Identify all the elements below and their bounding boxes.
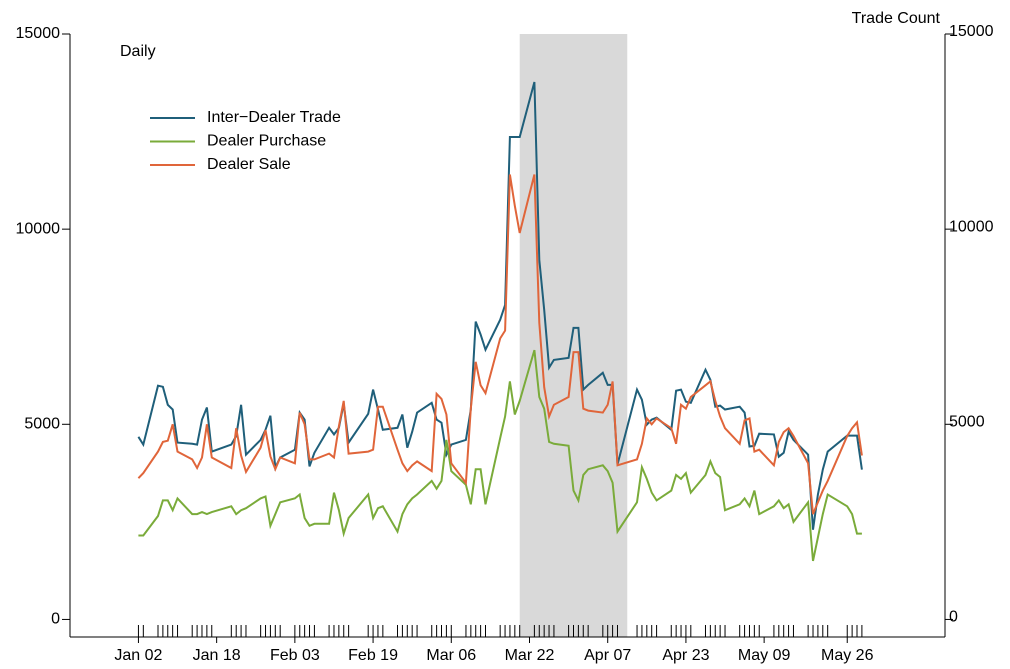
x-tick-label: Apr 23 <box>662 647 709 664</box>
x-tick-label: Mar 06 <box>426 647 476 664</box>
y-tick-label: 15000 <box>16 25 61 42</box>
x-tick-label: May 26 <box>821 647 874 664</box>
y-tick-label: 0 <box>51 611 60 628</box>
y-tick-label: 5000 <box>24 416 60 433</box>
series-line <box>137 174 863 515</box>
y-axis-label: Daily <box>120 43 156 60</box>
x-tick-label: Feb 03 <box>270 647 320 664</box>
x-tick-label: May 09 <box>738 647 791 664</box>
y2-tick-label: 0 <box>949 609 958 626</box>
x-tick-label: Mar 22 <box>505 647 555 664</box>
x-tick-label: Apr 07 <box>584 647 631 664</box>
legend-label: Dealer Purchase <box>207 133 326 150</box>
x-tick-label: Feb 19 <box>348 647 398 664</box>
x-tick-label: Jan 02 <box>114 647 162 664</box>
y2-axis-label: Trade Count <box>852 10 941 27</box>
y2-tick-label: 15000 <box>949 23 994 40</box>
legend-label: Inter−Dealer Trade <box>207 109 341 126</box>
legend-label: Dealer Sale <box>207 156 291 173</box>
shaded-period <box>519 34 628 637</box>
y-tick-label: 10000 <box>16 220 61 237</box>
x-tick-label: Jan 18 <box>193 647 241 664</box>
y2-tick-label: 10000 <box>949 218 994 235</box>
series-line <box>138 349 862 562</box>
y2-tick-label: 5000 <box>949 414 985 431</box>
